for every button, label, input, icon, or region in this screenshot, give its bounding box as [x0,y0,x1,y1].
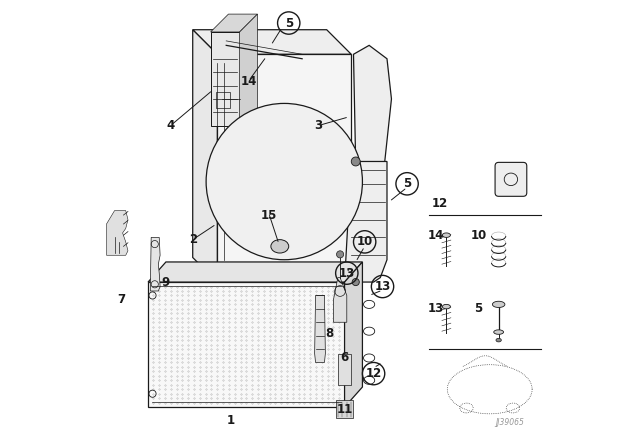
Polygon shape [193,30,217,282]
Text: JJ39065: JJ39065 [495,418,525,427]
Polygon shape [148,262,362,282]
Ellipse shape [492,301,505,307]
Ellipse shape [496,338,501,342]
Ellipse shape [271,240,289,253]
FancyBboxPatch shape [495,162,527,196]
Ellipse shape [442,233,451,237]
Text: 4: 4 [166,119,175,132]
Text: 6: 6 [340,352,349,365]
Text: 11: 11 [337,403,353,416]
Text: 10: 10 [356,235,372,248]
Polygon shape [335,401,353,418]
Polygon shape [239,14,257,126]
Text: 14: 14 [241,74,257,88]
Text: 13: 13 [339,267,355,280]
Ellipse shape [442,304,451,309]
Polygon shape [148,282,344,407]
Text: 9: 9 [162,276,170,289]
Text: 5: 5 [403,177,412,190]
Polygon shape [106,211,128,255]
Polygon shape [193,30,351,54]
Bar [216,92,230,108]
Polygon shape [211,32,239,126]
Text: 7: 7 [117,293,125,306]
Text: 5: 5 [285,17,293,30]
Polygon shape [315,296,325,362]
Text: 13: 13 [428,302,444,315]
Text: 12: 12 [365,367,381,380]
Text: 14: 14 [428,228,444,241]
Polygon shape [344,262,362,407]
Ellipse shape [493,330,504,334]
Text: 12: 12 [431,198,448,211]
Polygon shape [217,54,351,282]
Polygon shape [211,14,257,32]
Polygon shape [150,237,160,291]
Circle shape [206,103,362,260]
Text: 3: 3 [314,119,322,132]
Text: 13: 13 [374,280,390,293]
Text: 10: 10 [470,228,486,241]
Text: 2: 2 [189,233,196,246]
Text: 5: 5 [474,302,483,315]
Circle shape [352,279,359,286]
Circle shape [337,251,344,258]
Polygon shape [353,45,392,166]
Text: 8: 8 [325,327,333,340]
Polygon shape [344,161,387,282]
Polygon shape [333,278,347,322]
Text: 15: 15 [260,209,277,222]
Text: 1: 1 [227,414,235,427]
Circle shape [351,157,360,166]
Polygon shape [338,353,351,385]
